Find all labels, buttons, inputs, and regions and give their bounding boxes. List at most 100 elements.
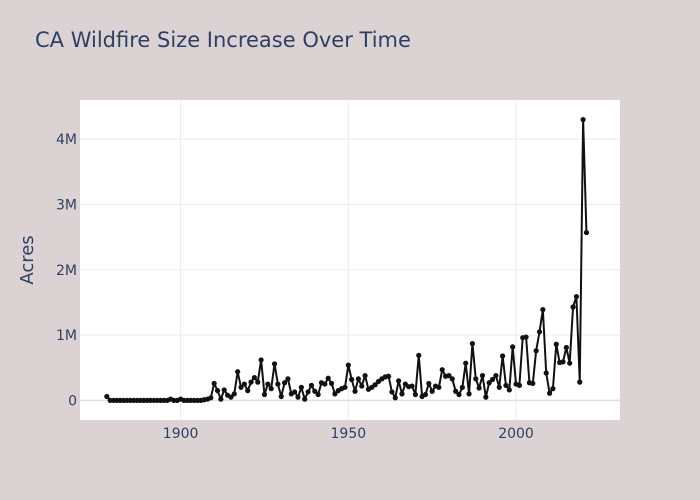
data-point bbox=[349, 376, 355, 383]
data-point bbox=[473, 376, 479, 382]
data-point bbox=[570, 304, 576, 310]
data-point bbox=[483, 394, 489, 400]
data-point bbox=[281, 380, 288, 386]
y-tick-label: 1M bbox=[56, 328, 77, 344]
data-point bbox=[510, 344, 516, 350]
series-layer bbox=[104, 116, 590, 404]
data-point bbox=[550, 386, 556, 392]
data-point bbox=[278, 393, 284, 400]
data-point bbox=[221, 387, 227, 393]
data-point bbox=[241, 381, 247, 387]
data-point bbox=[258, 357, 264, 363]
data-point bbox=[352, 388, 358, 394]
y-axis-ticks: 0 1M 2M 3M 4M bbox=[56, 132, 77, 409]
data-point bbox=[567, 360, 573, 366]
data-point bbox=[214, 388, 221, 394]
data-point bbox=[469, 340, 476, 347]
data-point bbox=[463, 360, 469, 366]
data-point bbox=[104, 393, 110, 400]
data-point bbox=[362, 372, 368, 379]
data-point bbox=[285, 376, 291, 382]
data-point bbox=[486, 380, 492, 386]
data-point bbox=[235, 369, 241, 375]
data-point bbox=[459, 384, 465, 390]
data-point bbox=[312, 388, 318, 394]
data-point bbox=[231, 391, 237, 397]
data-point bbox=[439, 367, 445, 373]
data-point bbox=[298, 384, 304, 390]
data-point bbox=[332, 391, 338, 397]
data-point bbox=[305, 389, 311, 395]
data-point bbox=[275, 381, 281, 387]
chart-title: CA Wildfire Size Increase Over Time bbox=[35, 28, 411, 52]
data-point bbox=[261, 391, 268, 398]
data-point bbox=[295, 394, 301, 400]
data-point bbox=[359, 383, 365, 389]
data-point bbox=[302, 396, 308, 402]
data-point bbox=[540, 307, 546, 313]
data-point bbox=[453, 388, 459, 394]
y-tick-label: 2M bbox=[56, 263, 77, 279]
data-point bbox=[493, 372, 499, 379]
data-point bbox=[436, 384, 442, 390]
data-point bbox=[245, 388, 251, 394]
data-point bbox=[476, 385, 482, 391]
data-point bbox=[533, 348, 539, 354]
data-point bbox=[560, 359, 566, 365]
y-tick-label: 0 bbox=[68, 393, 77, 409]
data-point bbox=[456, 391, 462, 398]
data-point bbox=[271, 361, 278, 367]
data-point bbox=[516, 382, 522, 388]
data-point bbox=[315, 391, 321, 398]
data-point bbox=[563, 344, 569, 351]
data-point bbox=[345, 362, 351, 368]
data-point bbox=[385, 373, 392, 379]
data-point bbox=[536, 329, 543, 335]
data-point bbox=[573, 293, 579, 300]
data-point bbox=[208, 395, 214, 401]
data-point bbox=[409, 383, 415, 389]
data-point bbox=[265, 381, 271, 387]
data-point bbox=[218, 396, 224, 402]
data-point bbox=[255, 379, 261, 385]
data-point bbox=[308, 382, 315, 388]
data-point bbox=[355, 376, 361, 382]
data-point bbox=[449, 376, 455, 382]
data-point bbox=[328, 380, 335, 387]
x-tick-label: 2000 bbox=[498, 426, 534, 442]
data-point bbox=[389, 389, 395, 395]
data-point bbox=[429, 388, 435, 394]
data-point bbox=[228, 394, 234, 400]
data-point bbox=[399, 391, 405, 397]
data-point bbox=[489, 376, 496, 383]
y-tick-label: 4M bbox=[56, 132, 77, 148]
x-tick-label: 1950 bbox=[331, 426, 367, 442]
data-point bbox=[292, 389, 298, 395]
data-point bbox=[396, 378, 402, 384]
data-point bbox=[583, 229, 590, 236]
data-point bbox=[479, 372, 486, 379]
data-point bbox=[577, 379, 583, 385]
data-point bbox=[251, 374, 258, 381]
data-point bbox=[342, 384, 348, 390]
data-point bbox=[446, 372, 452, 379]
data-point bbox=[248, 379, 254, 385]
data-point bbox=[500, 353, 506, 359]
data-point bbox=[412, 391, 419, 398]
data-point bbox=[372, 382, 378, 388]
x-axis-ticks: 1900 1950 2000 bbox=[163, 426, 534, 442]
data-point bbox=[506, 387, 512, 393]
data-point bbox=[322, 381, 328, 387]
data-point bbox=[416, 352, 422, 358]
y-axis-title: Acres bbox=[17, 235, 38, 284]
data-point bbox=[238, 384, 244, 390]
data-point bbox=[553, 341, 559, 347]
data-point bbox=[426, 380, 432, 387]
data-point bbox=[392, 395, 398, 401]
data-point bbox=[523, 334, 529, 340]
data-point bbox=[466, 391, 472, 397]
data-point bbox=[211, 380, 217, 387]
data-point bbox=[580, 116, 586, 123]
